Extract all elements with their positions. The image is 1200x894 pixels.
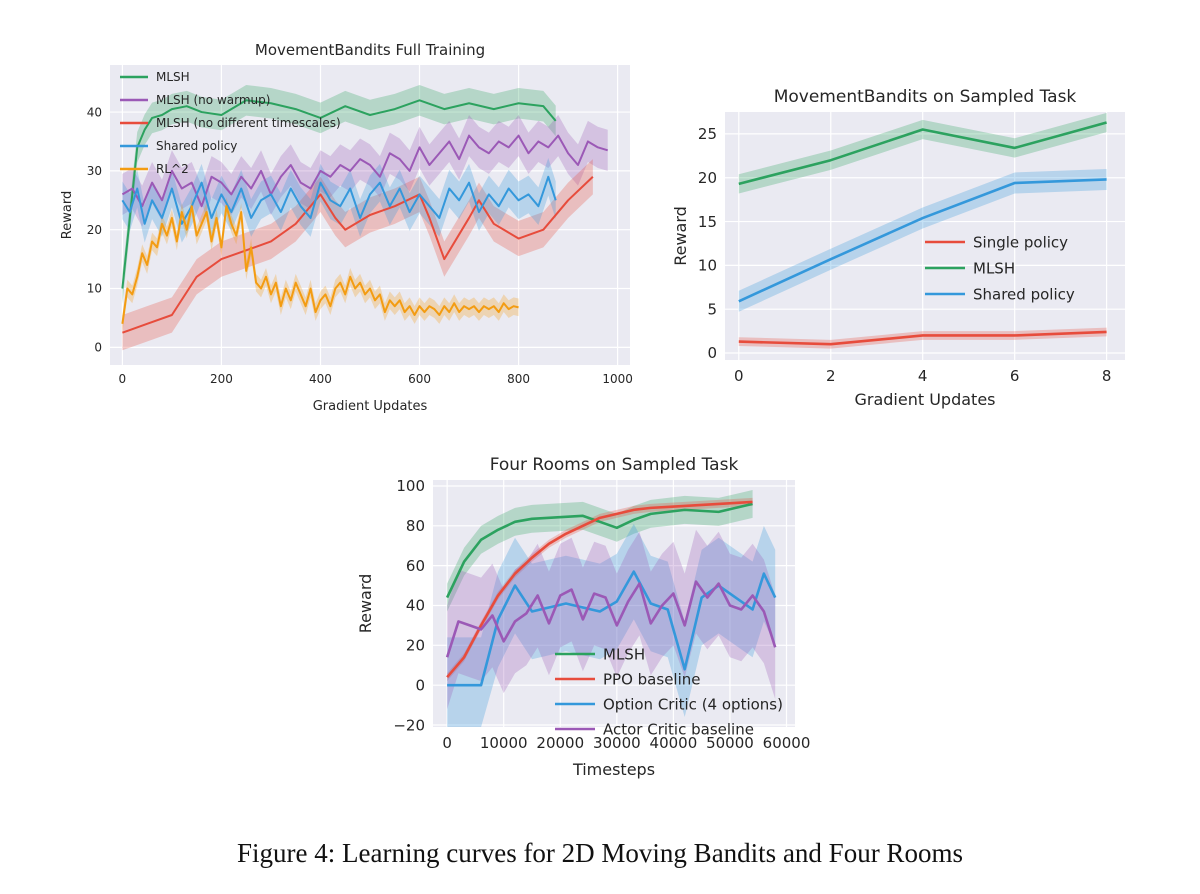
y-tick-label: 5 <box>707 300 717 318</box>
x-tick-label: 800 <box>507 372 530 386</box>
x-tick-label: 10000 <box>480 734 528 752</box>
x-axis-label: Gradient Updates <box>313 399 428 414</box>
plot-area <box>725 112 1125 360</box>
y-tick-label: 25 <box>698 125 717 143</box>
series-line-ppo-baseline <box>446 500 753 679</box>
legend: MLSH MLSH (no warmup) MLSH (no different t… <box>120 70 341 176</box>
y-tick-label: 0 <box>94 341 102 355</box>
y-tick-label: 20 <box>698 169 717 187</box>
chart-title: MovementBandits on Sampled Task <box>774 87 1077 107</box>
series-line-mlsh-no-warmup <box>121 134 608 208</box>
y-tick-label: 10 <box>698 257 717 275</box>
chart-svg: 0 200 400 600 800 1000 0 10 20 30 40 MovementBandit… <box>60 41 633 414</box>
series-line-shared-policy <box>121 175 557 225</box>
band-rl-2 <box>122 197 519 333</box>
legend-label: PPO baseline <box>603 670 701 688</box>
series-line-single-policy <box>738 330 1107 346</box>
band-mlsh <box>122 85 556 304</box>
x-tick-label: 2 <box>826 367 836 385</box>
x-axis-label: Timesteps <box>572 760 655 779</box>
x-tick-label: 600 <box>408 372 431 386</box>
legend: Single policy MLSH Shared policy <box>925 233 1075 303</box>
legend-label: Option Critic (4 options) <box>603 695 783 713</box>
chart-full-training: 0 200 400 600 800 1000 0 10 20 30 40 MovementBandit… <box>55 35 645 420</box>
x-axis-label: Gradient Updates <box>854 390 995 409</box>
y-axis-label: Reward <box>356 574 375 634</box>
legend: MLSH PPO baseline Option Critic (4 options… <box>555 645 783 738</box>
legend-label: MLSH (no different timescales) <box>156 116 341 130</box>
series-line-rl-2 <box>121 205 519 324</box>
legend-label: Single policy <box>973 233 1068 251</box>
x-tick-label: 0 <box>442 734 452 752</box>
x-tick-label: 0 <box>119 372 127 386</box>
chart-sampled-task: 0 2 4 6 8 0 5 10 15 20 25 MovementBandits on Sample… <box>670 80 1150 415</box>
series-line-mlsh <box>738 121 1107 186</box>
series-line-option-critic-4-options <box>447 570 777 687</box>
legend-label: MLSH <box>603 645 645 663</box>
y-tick-label: −20 <box>393 716 425 734</box>
y-tick-label: 30 <box>87 164 102 178</box>
x-tick-label: 400 <box>309 372 332 386</box>
series-line-shared-policy <box>738 178 1107 303</box>
y-tick-label: 100 <box>396 477 425 495</box>
figure-caption: Figure 4: Learning curves for 2D Moving … <box>237 838 963 868</box>
legend-label: Actor Critic baseline <box>603 720 754 738</box>
y-axis-label: Reward <box>60 191 75 239</box>
y-tick-label: 0 <box>707 344 717 362</box>
legend-label: MLSH <box>973 259 1015 277</box>
legend-label: Shared policy <box>973 285 1075 303</box>
chart-svg: 0 2 4 6 8 0 5 10 15 20 25 MovementBandits on Sample… <box>671 87 1125 409</box>
x-tick-label: 30000 <box>593 734 641 752</box>
series-line-mlsh <box>445 502 753 599</box>
x-tick-label: 60000 <box>763 734 811 752</box>
chart-svg: 0 10000 20000 30000 40000 50000 60000 −20 0 20 40 6… <box>356 455 811 779</box>
y-tick-label: 15 <box>698 213 717 231</box>
y-tick-label: 60 <box>406 557 425 575</box>
band-actor-critic-baseline <box>447 529 776 710</box>
chart-title: MovementBandits Full Training <box>255 41 485 59</box>
legend-label: MLSH <box>156 70 190 84</box>
legend-label: MLSH (no warmup) <box>156 93 270 107</box>
y-tick-label: 40 <box>87 105 102 119</box>
series-line-mlsh-no-different-timescales <box>122 176 594 334</box>
x-tick-label: 1000 <box>602 372 633 386</box>
y-tick-label: 20 <box>87 223 102 237</box>
y-tick-label: 0 <box>415 676 425 694</box>
band-option-critic-4-options <box>447 523 776 727</box>
series-line-actor-critic-baseline <box>445 580 777 658</box>
x-tick-label: 6 <box>1010 367 1020 385</box>
legend-label: Shared policy <box>156 139 237 153</box>
x-tick-label: 40000 <box>650 734 698 752</box>
y-tick-label: 20 <box>406 637 425 655</box>
x-tick-label: 200 <box>210 372 233 386</box>
chart-title: Four Rooms on Sampled Task <box>490 455 739 475</box>
band-shared-policy <box>738 168 1107 312</box>
y-axis-label: Reward <box>671 206 690 266</box>
x-tick-label: 8 <box>1102 367 1112 385</box>
x-tick-label: 4 <box>918 367 928 385</box>
y-tick-label: 10 <box>87 282 102 296</box>
x-tick-label: 20000 <box>536 734 584 752</box>
y-tick-label: 40 <box>406 597 425 615</box>
chart-four-rooms: 0 10000 20000 30000 40000 50000 60000 −20 0 20 40 6… <box>355 450 820 785</box>
y-tick-label: 80 <box>406 517 425 535</box>
x-tick-label: 0 <box>734 367 744 385</box>
x-tick-label: 50000 <box>706 734 754 752</box>
series-line-mlsh <box>121 99 557 289</box>
legend-label: RL^2 <box>156 162 189 176</box>
